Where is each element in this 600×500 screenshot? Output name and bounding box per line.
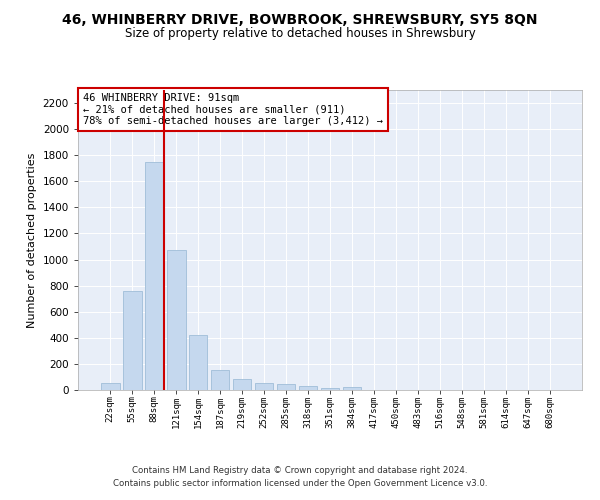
- Bar: [299, 386, 317, 390]
- Bar: [211, 370, 229, 390]
- Bar: [123, 291, 142, 390]
- Text: 46 WHINBERRY DRIVE: 91sqm
← 21% of detached houses are smaller (911)
78% of semi: 46 WHINBERRY DRIVE: 91sqm ← 21% of detac…: [83, 93, 383, 126]
- Text: 46, WHINBERRY DRIVE, BOWBROOK, SHREWSBURY, SY5 8QN: 46, WHINBERRY DRIVE, BOWBROOK, SHREWSBUR…: [62, 12, 538, 26]
- Bar: [233, 379, 251, 390]
- Text: Contains HM Land Registry data © Crown copyright and database right 2024.
Contai: Contains HM Land Registry data © Crown c…: [113, 466, 487, 487]
- Bar: [277, 384, 295, 390]
- Bar: [189, 335, 208, 390]
- Bar: [343, 388, 361, 390]
- Bar: [101, 383, 119, 390]
- Bar: [255, 384, 274, 390]
- Text: Size of property relative to detached houses in Shrewsbury: Size of property relative to detached ho…: [125, 28, 475, 40]
- Bar: [320, 388, 340, 390]
- Bar: [167, 250, 185, 390]
- Y-axis label: Number of detached properties: Number of detached properties: [27, 152, 37, 328]
- Bar: [145, 162, 164, 390]
